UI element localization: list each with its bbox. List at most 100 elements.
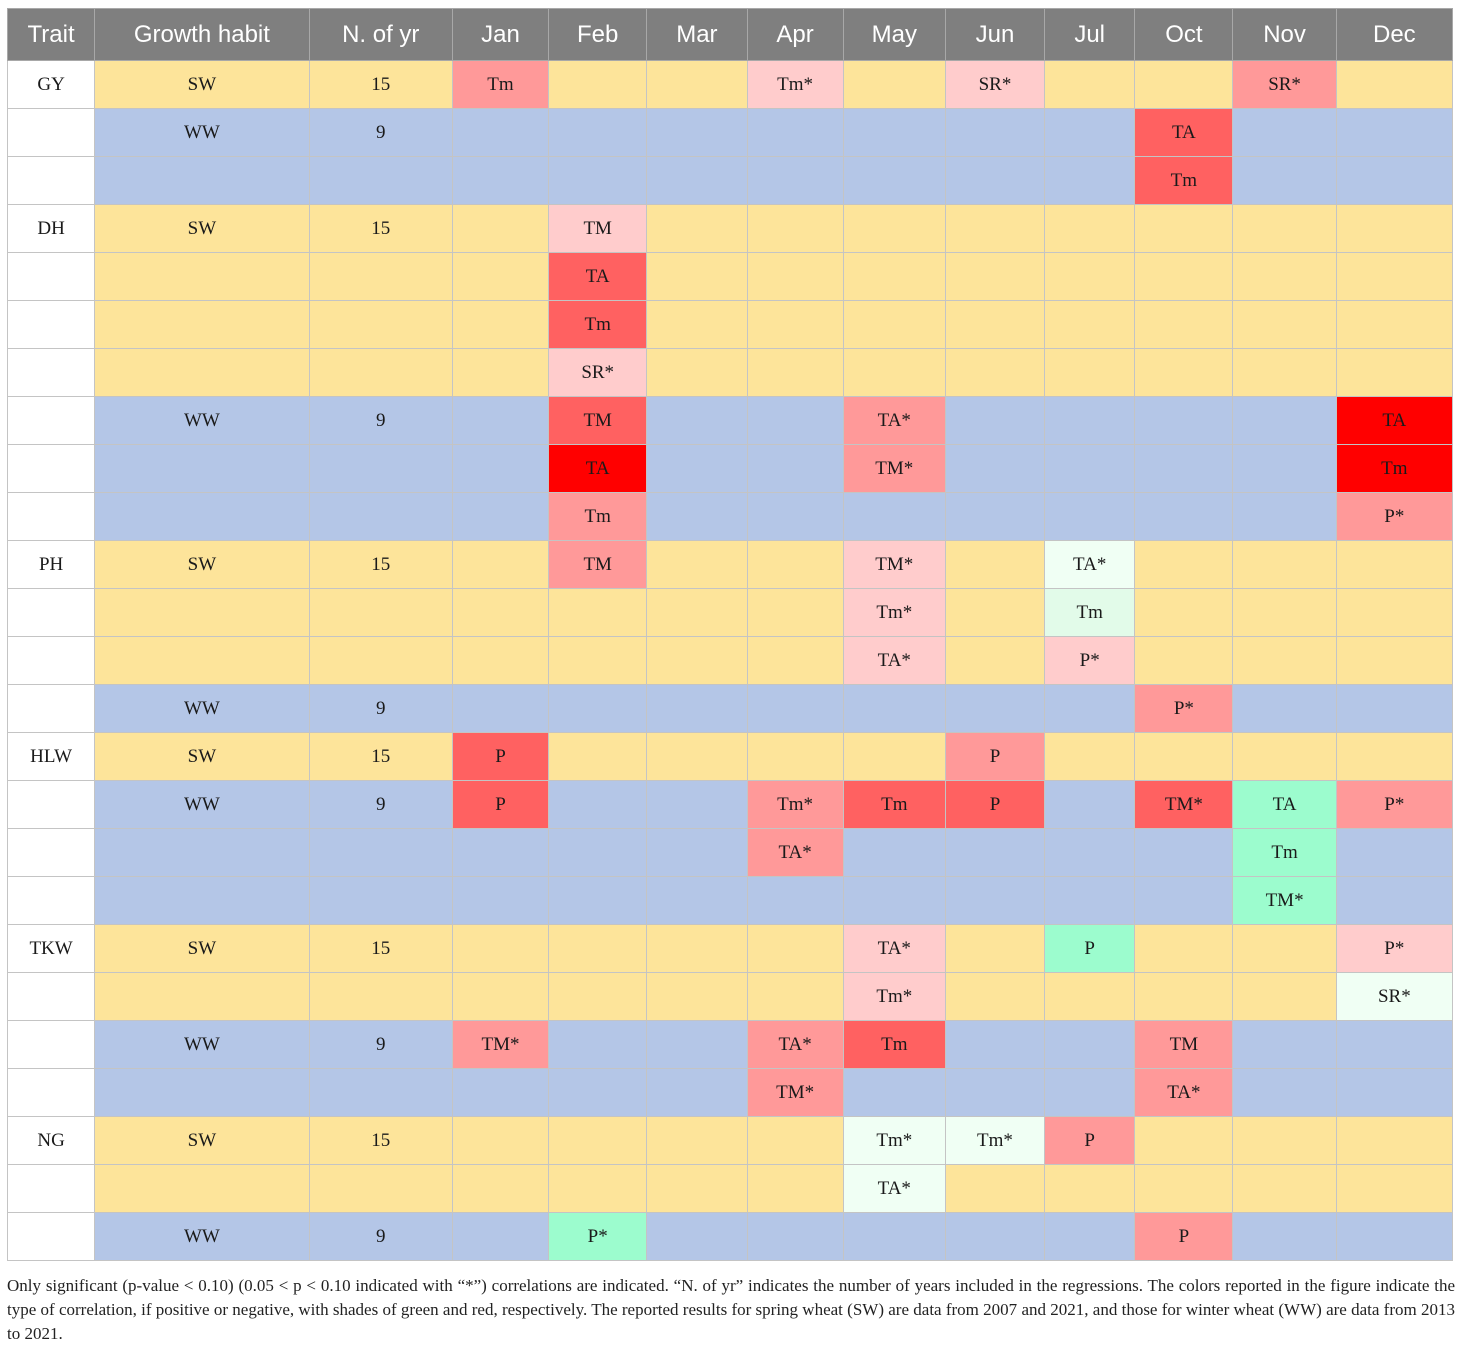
n-of-yr-cell: 9 — [308, 1212, 453, 1261]
correlation-cell-nov: Tm — [1232, 828, 1337, 877]
growth-habit-cell: WW — [94, 396, 310, 445]
correlation-cell-jul: Tm — [1044, 588, 1136, 637]
table-row: WW 9 TM* TA* Tm TM — [6, 1020, 1454, 1069]
growth-habit-cell: SW — [94, 204, 310, 253]
trait-cell — [6, 780, 96, 829]
table-row: TA* — [6, 1164, 1454, 1213]
table-row: TM* TA* — [6, 1068, 1454, 1117]
trait-cell: TKW — [6, 924, 96, 973]
n-of-yr-cell — [308, 348, 453, 397]
n-of-yr-cell — [308, 252, 453, 301]
correlation-cell-mar — [646, 1116, 748, 1165]
correlation-cell-may — [842, 156, 946, 205]
correlation-cell-oct: TM — [1134, 1020, 1234, 1069]
trait-cell — [6, 1164, 96, 1213]
trait-cell — [6, 588, 96, 637]
table-row: HLW SW 15 P P — [6, 732, 1454, 781]
correlation-cell-mar — [646, 444, 748, 493]
correlation-cell-mar — [646, 684, 748, 733]
correlation-cell-jul: TA* — [1044, 540, 1136, 589]
header-trait: Trait — [6, 8, 96, 61]
correlation-cell-jan — [451, 444, 550, 493]
correlation-cell-apr: TA* — [746, 828, 844, 877]
correlation-cell-jan — [451, 348, 550, 397]
correlation-cell-jan — [451, 396, 550, 445]
correlation-cell-jan — [451, 1212, 550, 1261]
correlation-cell-oct — [1134, 300, 1234, 349]
growth-habit-cell: SW — [94, 60, 310, 109]
n-of-yr-cell — [308, 636, 453, 685]
correlation-cell-mar — [646, 396, 748, 445]
correlation-cell-mar — [646, 1020, 748, 1069]
correlation-cell-jan — [451, 1068, 550, 1117]
table-body: GY SW 15 Tm Tm* SR* SR* WW 9 TA Tm DH SW 15 TM TA Tm SR* W… — [6, 60, 1454, 1261]
growth-habit-cell: WW — [94, 780, 310, 829]
correlation-cell-feb — [548, 780, 648, 829]
growth-habit-cell: WW — [94, 1020, 310, 1069]
correlation-cell-jan — [451, 828, 550, 877]
correlation-cell-jun — [944, 1164, 1046, 1213]
correlation-cell-feb — [548, 108, 648, 157]
correlation-cell-mar — [646, 492, 748, 541]
correlation-cell-nov: SR* — [1232, 60, 1337, 109]
correlation-cell-nov — [1232, 540, 1337, 589]
correlation-cell-apr — [746, 684, 844, 733]
table-row: TKW SW 15 TA* P P* — [6, 924, 1454, 973]
correlation-cell-mar — [646, 300, 748, 349]
correlation-cell-nov — [1232, 1068, 1337, 1117]
correlation-cell-jul — [1044, 252, 1136, 301]
correlation-cell-mar — [646, 780, 748, 829]
correlation-cell-may — [842, 108, 946, 157]
correlation-cell-feb — [548, 588, 648, 637]
correlation-cell-mar — [646, 1164, 748, 1213]
growth-habit-cell — [94, 156, 310, 205]
correlation-cell-apr — [746, 1116, 844, 1165]
growth-habit-cell: WW — [94, 108, 310, 157]
correlation-cell-jan — [451, 1116, 550, 1165]
correlation-cell-dec: P* — [1335, 780, 1454, 829]
n-of-yr-cell — [308, 876, 453, 925]
correlation-cell-jul: P — [1044, 924, 1136, 973]
correlation-cell-oct: TA* — [1134, 1068, 1234, 1117]
correlation-cell-mar — [646, 876, 748, 925]
correlation-cell-apr — [746, 636, 844, 685]
table-row: Tm* SR* — [6, 972, 1454, 1021]
correlation-cell-mar — [646, 540, 748, 589]
correlation-cell-may — [842, 252, 946, 301]
correlation-cell-apr — [746, 252, 844, 301]
correlation-cell-feb — [548, 1020, 648, 1069]
correlation-cell-dec: Tm — [1335, 444, 1454, 493]
correlation-cell-feb: Tm — [548, 492, 648, 541]
correlation-cell-nov — [1232, 1020, 1337, 1069]
correlation-cell-apr: TA* — [746, 1020, 844, 1069]
correlation-cell-apr — [746, 300, 844, 349]
correlation-cell-oct — [1134, 732, 1234, 781]
correlation-cell-apr — [746, 876, 844, 925]
correlation-cell-may — [842, 684, 946, 733]
table-row: WW 9 P Tm* Tm P TM* TA P* — [6, 780, 1454, 829]
growth-habit-cell: WW — [94, 684, 310, 733]
correlation-cell-nov — [1232, 588, 1337, 637]
trait-cell — [6, 252, 96, 301]
correlation-cell-dec: SR* — [1335, 972, 1454, 1021]
correlation-cell-mar — [646, 588, 748, 637]
correlation-cell-oct — [1134, 1116, 1234, 1165]
correlation-cell-feb: TM — [548, 204, 648, 253]
correlation-cell-jun — [944, 348, 1046, 397]
correlation-cell-dec — [1335, 1212, 1454, 1261]
correlation-cell-jul — [1044, 780, 1136, 829]
correlation-cell-mar — [646, 348, 748, 397]
correlation-cell-oct — [1134, 924, 1234, 973]
table-row: PH SW 15 TM TM* TA* — [6, 540, 1454, 589]
correlation-cell-nov — [1232, 636, 1337, 685]
correlation-cell-jan: Tm — [451, 60, 550, 109]
n-of-yr-cell — [308, 972, 453, 1021]
correlation-cell-jul — [1044, 108, 1136, 157]
trait-cell: HLW — [6, 732, 96, 781]
correlation-cell-dec — [1335, 300, 1454, 349]
correlation-cell-nov — [1232, 396, 1337, 445]
correlation-cell-jan — [451, 300, 550, 349]
trait-cell — [6, 444, 96, 493]
correlation-cell-may: TA* — [842, 636, 946, 685]
correlation-cell-may: TM* — [842, 444, 946, 493]
